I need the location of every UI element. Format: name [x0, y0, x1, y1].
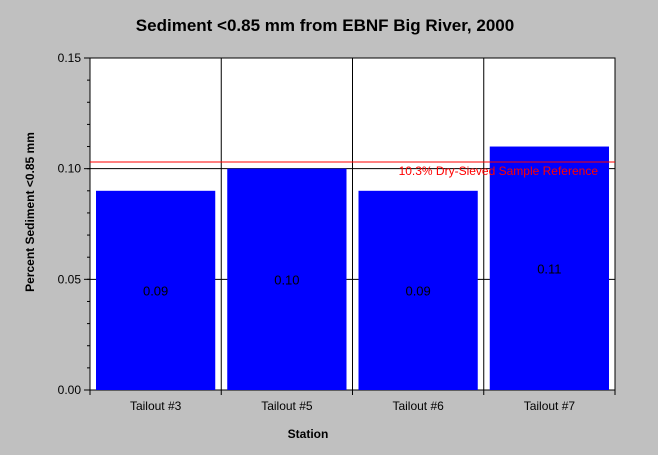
- x-tick-label: Tailout #5: [261, 399, 313, 413]
- x-axis: Tailout #3 Tailout #5 Tailout #6 Tailout #7: [89, 390, 616, 413]
- bar-data-label: 0.09: [405, 283, 430, 298]
- bar: [227, 168, 347, 390]
- bar: [96, 190, 216, 390]
- bar-data-label: 0.10: [274, 272, 299, 287]
- y-tick-label: 0.00: [58, 383, 82, 397]
- reference-line-label: 10.3% Dry-Sieved Sample Reference: [399, 164, 599, 178]
- y-tick-label: 0.05: [58, 272, 82, 286]
- chart-title: Sediment <0.85 mm from EBNF Big River, 2…: [136, 16, 514, 35]
- y-tick-label: 0.10: [58, 162, 82, 176]
- bar-data-label: 0.11: [537, 261, 561, 276]
- bar-data-label: 0.09: [143, 283, 168, 298]
- reference-line-group: 10.3% Dry-Sieved Sample Reference: [90, 161, 615, 178]
- x-axis-title: Station: [288, 427, 329, 441]
- bar: [358, 190, 478, 390]
- y-tick-label: 0.15: [58, 51, 82, 65]
- bar: [489, 146, 609, 390]
- x-tick-label: Tailout #6: [392, 399, 444, 413]
- x-tick-label: Tailout #7: [524, 399, 576, 413]
- bars: 0.09 0.10 0.09 0.11: [96, 146, 609, 390]
- y-axis-title: Percent Sediment <0.85 mm: [23, 132, 37, 292]
- y-axis: 0.00 0.05 0.10 0.15: [58, 51, 90, 397]
- x-tick-label: Tailout #3: [130, 399, 182, 413]
